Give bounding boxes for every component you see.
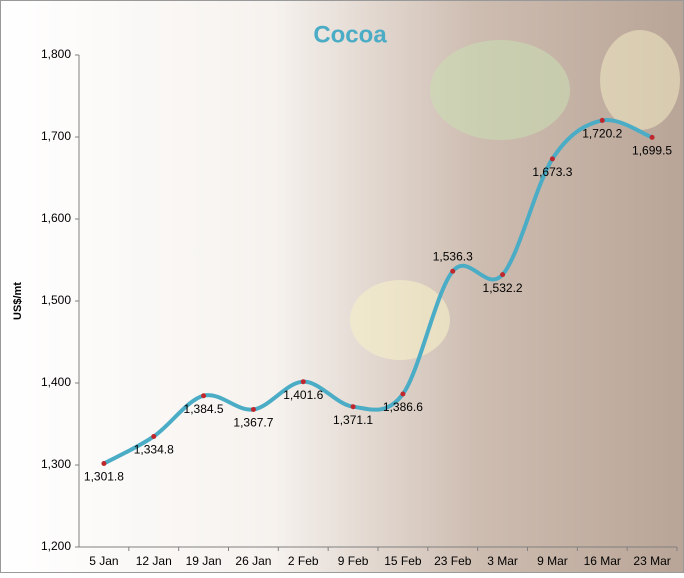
cocoa-butter <box>600 30 680 130</box>
data-label: 1,720.2 <box>582 127 622 141</box>
x-tick-label: 19 Jan <box>186 554 222 568</box>
data-label: 1,371.1 <box>333 413 373 427</box>
data-label: 1,699.5 <box>632 144 672 158</box>
y-tick-label: 1,500 <box>41 293 71 307</box>
data-point <box>650 135 655 140</box>
data-label: 1,673.3 <box>532 165 572 179</box>
data-point <box>450 269 455 274</box>
data-point <box>251 407 256 412</box>
x-tick-label: 3 Mar <box>487 554 518 568</box>
data-label: 1,386.6 <box>383 400 423 414</box>
y-tick-label: 1,200 <box>41 539 71 553</box>
data-point <box>301 379 306 384</box>
data-point <box>101 461 106 466</box>
x-tick-label: 15 Feb <box>384 554 422 568</box>
chart-title: Cocoa <box>313 21 387 48</box>
data-point <box>550 156 555 161</box>
data-point <box>500 272 505 277</box>
data-point <box>201 393 206 398</box>
x-tick-label: 9 Mar <box>537 554 568 568</box>
data-label: 1,401.6 <box>283 388 323 402</box>
data-label: 1,384.5 <box>184 402 224 416</box>
y-tick-label: 1,800 <box>41 47 71 61</box>
y-axis-title: US$/mt <box>12 282 24 320</box>
x-tick-label: 12 Jan <box>136 554 172 568</box>
cocoa-butter <box>350 280 450 360</box>
x-tick-label: 2 Feb <box>288 554 319 568</box>
x-tick-label: 5 Jan <box>89 554 118 568</box>
x-tick-label: 16 Mar <box>584 554 621 568</box>
data-label: 1,367.7 <box>233 416 273 430</box>
data-label: 1,532.2 <box>483 281 523 295</box>
data-label: 1,301.8 <box>84 470 124 484</box>
data-point <box>600 118 605 123</box>
y-tick-label: 1,300 <box>41 457 71 471</box>
x-tick-label: 9 Feb <box>338 554 369 568</box>
data-label: 1,536.3 <box>433 249 473 263</box>
data-label: 1,334.8 <box>134 443 174 457</box>
x-tick-label: 26 Jan <box>235 554 271 568</box>
y-tick-label: 1,600 <box>41 211 71 225</box>
leaf <box>430 40 570 140</box>
x-tick-label: 23 Feb <box>434 554 472 568</box>
chart: Cocoa US$/mt 1,200 1,300 1,400 1,500 1,600 1,… <box>0 0 684 573</box>
background <box>0 0 684 573</box>
data-point <box>151 434 156 439</box>
data-point <box>400 391 405 396</box>
x-tick-label: 23 Mar <box>633 554 670 568</box>
y-tick-label: 1,400 <box>41 375 71 389</box>
data-point <box>351 404 356 409</box>
y-tick-label: 1,700 <box>41 129 71 143</box>
